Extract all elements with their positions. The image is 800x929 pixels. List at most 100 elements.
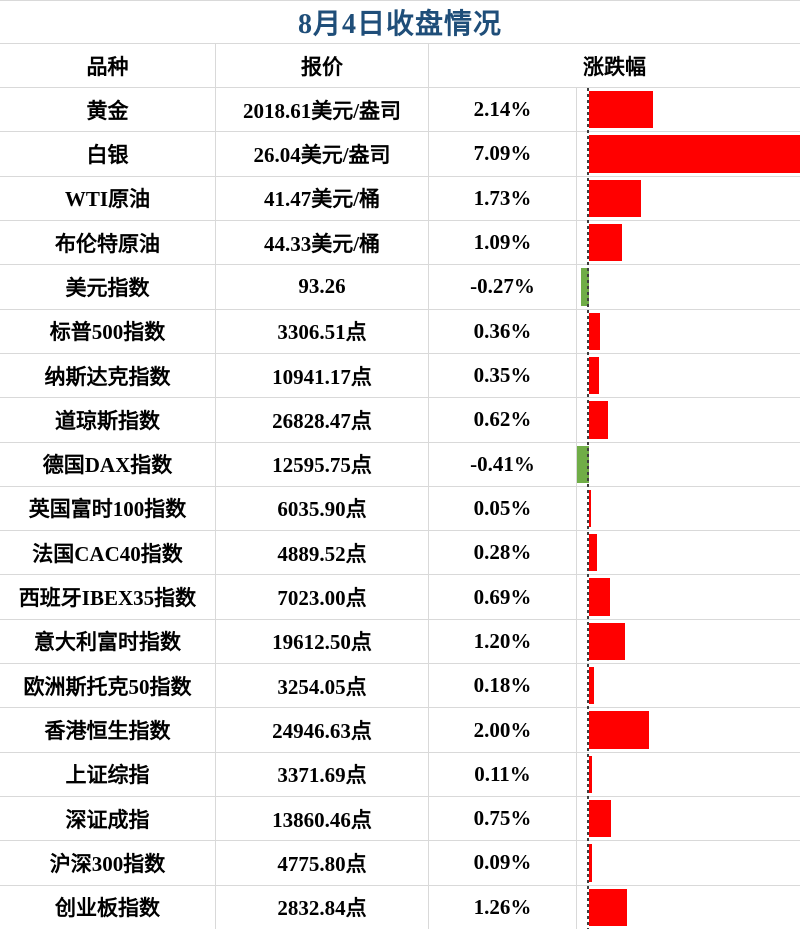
table-row: 深证成指 13860.46点 0.75%: [0, 797, 800, 842]
change-percent: 2.14%: [428, 88, 576, 132]
change-bar-cell: [576, 486, 800, 531]
instrument-name: 上证综指: [65, 763, 150, 788]
change-bar: [589, 135, 800, 173]
change-percent: 1.20%: [428, 619, 576, 664]
instrument-name: 沪深300指数: [49, 851, 166, 876]
instrument-name: 美元指数: [65, 275, 150, 300]
instrument-name: 白银: [86, 142, 129, 167]
table-row: 法国CAC40指数 4889.52点 0.28%: [0, 531, 800, 576]
table-row: 上证综指 3371.69点 0.11%: [0, 752, 800, 797]
table-row: WTI原油 41.47美元/桶 1.73%: [0, 176, 800, 221]
table-row: 创业板指数 2832.84点 1.26%: [0, 885, 800, 929]
change-percent: 2.00%: [428, 708, 576, 752]
table-row: 英国富时100指数 6035.90点 0.05%: [0, 486, 800, 532]
change-bar-cell: [576, 531, 800, 575]
change-bar: [589, 888, 627, 926]
instrument-name: WTI原油: [64, 187, 151, 212]
change-percent: 0.11%: [428, 752, 576, 796]
instrument-name: 西班牙IBEX35指数: [18, 586, 197, 611]
instrument-name: 标普500指数: [49, 320, 166, 345]
change-bar: [589, 534, 598, 572]
change-bar-cell: [576, 265, 800, 309]
instrument-name: 布伦特原油: [55, 231, 160, 256]
table-row: 沪深300指数 4775.80点 0.09%: [0, 841, 800, 886]
change-bar-cell: [576, 841, 800, 885]
column-header-variety: 品种: [86, 54, 129, 79]
instrument-quote: 7023.00点: [215, 575, 428, 619]
table-row: 纳斯达克指数 10941.17点 0.35%: [0, 353, 800, 399]
instrument-quote: 4889.52点: [215, 531, 428, 575]
instrument-quote: 93.26: [215, 265, 428, 309]
instrument-name: 法国CAC40指数: [32, 541, 183, 566]
change-bar: [589, 223, 622, 262]
change-percent: 0.75%: [428, 797, 576, 841]
table-row: 布伦特原油 44.33美元/桶 1.09%: [0, 220, 800, 266]
instrument-quote: 6035.90点: [215, 486, 428, 531]
change-bar-cell: [576, 398, 800, 442]
column-header-quote: 报价: [215, 44, 428, 87]
instrument-quote: 10941.17点: [215, 353, 428, 398]
change-bar-cell: [576, 664, 800, 708]
change-bar: [589, 755, 593, 793]
change-bar: [589, 91, 653, 129]
change-bar: [577, 445, 589, 483]
change-bar-cell: [576, 220, 800, 265]
change-bar: [589, 578, 610, 616]
change-percent: 1.09%: [428, 220, 576, 265]
table-row: 美元指数 93.26 -0.27%: [0, 265, 800, 310]
column-header-change: 涨跌幅: [428, 44, 800, 87]
change-percent: 1.26%: [428, 885, 576, 929]
change-bar-cell: [576, 708, 800, 752]
table-row: 西班牙IBEX35指数 7023.00点 0.69%: [0, 575, 800, 620]
instrument-name: 欧洲斯托克50指数: [23, 674, 192, 699]
change-bar-cell: [576, 885, 800, 929]
table-header: 品种 报价 涨跌幅: [0, 44, 800, 88]
change-bar: [589, 844, 592, 882]
table-row: 道琼斯指数 26828.47点 0.62%: [0, 398, 800, 443]
instrument-quote: 26828.47点: [215, 398, 428, 442]
instrument-quote: 44.33美元/桶: [215, 220, 428, 265]
change-bar-cell: [576, 176, 800, 220]
instrument-name: 香港恒生指数: [44, 719, 171, 744]
change-bar-cell: [576, 442, 800, 486]
change-percent: 0.05%: [428, 486, 576, 531]
table-body: 黄金 2018.61美元/盎司 2.14% 白银 26.04美元/盎司 7.09…: [0, 88, 800, 929]
instrument-name: 深证成指: [65, 807, 150, 832]
page-title: 8月4日收盘情况: [297, 9, 502, 40]
table-row: 意大利富时指数 19612.50点 1.20%: [0, 619, 800, 665]
change-bar: [589, 179, 641, 217]
instrument-quote: 24946.63点: [215, 708, 428, 752]
instrument-quote: 19612.50点: [215, 619, 428, 664]
change-percent: 1.73%: [428, 176, 576, 220]
instrument-name: 道琼斯指数: [55, 408, 160, 433]
change-percent: 0.18%: [428, 664, 576, 708]
change-bar-cell: [576, 619, 800, 664]
change-percent: 0.36%: [428, 309, 576, 353]
instrument-quote: 41.47美元/桶: [215, 176, 428, 220]
change-bar-cell: [576, 309, 800, 353]
instrument-quote: 3371.69点: [215, 752, 428, 796]
change-bar: [589, 800, 612, 838]
title-row: 8月4日收盘情况: [0, 1, 800, 44]
table-row: 标普500指数 3306.51点 0.36%: [0, 309, 800, 354]
table-row: 黄金 2018.61美元/盎司 2.14%: [0, 88, 800, 133]
instrument-quote: 12595.75点: [215, 442, 428, 486]
change-percent: -0.27%: [428, 265, 576, 309]
instrument-quote: 13860.46点: [215, 797, 428, 841]
change-percent: 7.09%: [428, 132, 576, 176]
change-percent: 0.69%: [428, 575, 576, 619]
table-row: 欧洲斯托克50指数 3254.05点 0.18%: [0, 664, 800, 709]
change-percent: 0.62%: [428, 398, 576, 442]
change-percent: -0.41%: [428, 442, 576, 486]
change-bar: [589, 401, 608, 439]
table-row: 白银 26.04美元/盎司 7.09%: [0, 132, 800, 177]
change-bar-cell: [576, 353, 800, 398]
instrument-quote: 2832.84点: [215, 885, 428, 929]
change-bar: [589, 622, 625, 661]
instrument-quote: 3306.51点: [215, 309, 428, 353]
change-bar: [589, 312, 600, 350]
change-percent: 0.28%: [428, 531, 576, 575]
instrument-name: 黄金: [86, 98, 129, 123]
change-bar-cell: [576, 88, 800, 132]
